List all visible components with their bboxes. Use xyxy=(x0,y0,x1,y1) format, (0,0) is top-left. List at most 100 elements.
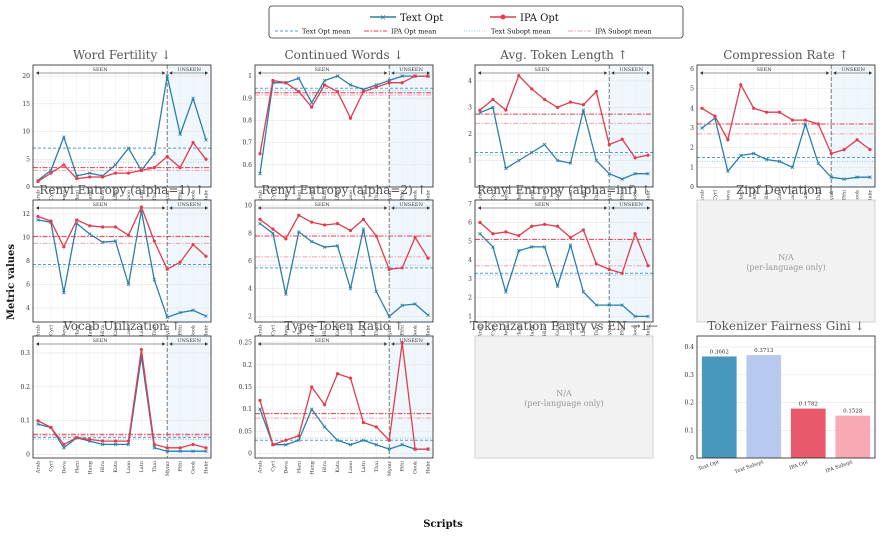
point-ipa-opt xyxy=(297,90,301,94)
seen-arrow-head-left xyxy=(36,206,39,210)
x-tick-label: IPA Subopt xyxy=(825,459,854,474)
y-tick-label: 0.7 xyxy=(242,140,252,147)
point-ipa-opt xyxy=(297,213,301,217)
marker-stroke xyxy=(191,449,195,454)
point-ipa-opt xyxy=(36,214,40,219)
marker-stroke xyxy=(335,243,340,248)
point-text-opt xyxy=(271,231,275,236)
point-ipa-opt xyxy=(75,436,79,440)
point-text-opt xyxy=(529,150,534,155)
axes-frame xyxy=(474,199,654,323)
marker-stroke xyxy=(400,442,404,447)
x-tick-label: Hani xyxy=(296,461,302,474)
point-text-opt xyxy=(842,177,846,181)
y-tick-label: 6 xyxy=(26,281,30,288)
marker-stroke xyxy=(152,446,157,450)
marker-stroke xyxy=(816,161,821,166)
point-ipa-opt xyxy=(178,165,182,170)
y-tick-label: 0.9 xyxy=(242,95,252,102)
axes-frame xyxy=(32,64,212,188)
unseen-arrow-head-right xyxy=(427,206,430,210)
point-ipa-opt xyxy=(258,217,262,222)
x-tick-label: Cyrl xyxy=(491,325,497,336)
series-line-ipa-opt xyxy=(37,141,207,183)
x-tick-label: Ethi xyxy=(178,190,184,201)
marker-stroke xyxy=(700,126,704,130)
point-text-opt xyxy=(165,315,170,320)
x-tick-label: Geok xyxy=(633,189,639,203)
x-tick-label: Cyrl xyxy=(49,325,55,336)
unseen-arrow-head-right xyxy=(869,71,872,75)
panel-title: Zipf Deviation ↓ xyxy=(736,183,836,197)
x-tick-label: Thai xyxy=(594,325,600,337)
point-text-opt xyxy=(790,165,795,170)
placeholder-box xyxy=(474,335,654,459)
point-text-opt xyxy=(504,290,508,294)
seen-label: SEEN xyxy=(757,67,773,73)
seen-arrow-head-right xyxy=(162,71,166,75)
x-tick-label: Thai xyxy=(152,325,158,337)
point-text-opt xyxy=(87,171,92,175)
point-ipa-opt xyxy=(607,142,611,147)
marker-stroke xyxy=(478,110,482,115)
point-ipa-opt xyxy=(491,97,495,102)
marker-stroke xyxy=(126,442,131,447)
point-ipa-opt xyxy=(348,228,353,233)
point-text-opt xyxy=(607,171,612,176)
bar-ipa-opt xyxy=(790,408,826,458)
point-text-opt xyxy=(36,422,40,426)
point-text-opt xyxy=(400,303,404,308)
y-tick-label: 4 xyxy=(690,105,694,112)
point-text-opt xyxy=(348,442,353,447)
bar-ipa-subopt xyxy=(835,415,871,458)
point-ipa-opt xyxy=(555,224,560,228)
marker-stroke xyxy=(491,105,495,110)
x-tick-label: Hani xyxy=(738,190,744,203)
marker-stroke xyxy=(284,292,288,297)
y-tick-label: 4 xyxy=(468,257,472,264)
point-ipa-opt xyxy=(113,171,118,175)
point-text-opt xyxy=(204,449,208,454)
point-ipa-opt xyxy=(765,110,769,114)
unseen-label: UNSEEN xyxy=(177,67,201,73)
marker-stroke xyxy=(764,157,769,162)
x-tick-label: Latn xyxy=(803,189,809,201)
point-ipa-opt xyxy=(204,446,208,450)
point-ipa-opt xyxy=(413,74,417,78)
seen-label: SEEN xyxy=(93,202,109,208)
y-tick-label: 0.2 xyxy=(242,362,252,369)
seen-arrow-head-left xyxy=(478,206,481,210)
point-ipa-opt xyxy=(335,221,340,226)
y-tick-label: 0 xyxy=(690,455,694,462)
point-ipa-opt xyxy=(646,153,650,157)
y-tick-label: 8 xyxy=(248,230,252,237)
point-text-opt xyxy=(126,146,131,150)
marker-stroke xyxy=(620,303,624,307)
legend-ipa-opt-label: IPA Opt xyxy=(520,13,559,24)
point-ipa-opt xyxy=(504,108,508,112)
unseen-region xyxy=(389,336,433,458)
point-ipa-opt xyxy=(101,439,105,443)
seen-arrow-head-left xyxy=(258,71,261,75)
marker-stroke xyxy=(504,166,508,171)
point-text-opt xyxy=(178,132,182,137)
point-text-opt xyxy=(542,142,547,147)
marker-stroke xyxy=(868,175,872,179)
x-tick-label: Laoo xyxy=(126,190,132,202)
y-tick-label: 1 xyxy=(690,164,694,171)
point-ipa-opt xyxy=(713,114,717,118)
axes-frame xyxy=(696,64,876,188)
placeholder-box xyxy=(696,199,876,323)
point-ipa-opt xyxy=(568,100,573,104)
x-tick-label: Hebr xyxy=(426,189,432,203)
point-text-opt xyxy=(855,175,859,179)
point-ipa-opt xyxy=(310,220,314,224)
y-tick-label: 0.2 xyxy=(20,384,30,391)
marker-stroke xyxy=(322,425,327,429)
x-tick-label: Thai xyxy=(152,461,158,473)
point-ipa-opt xyxy=(361,217,365,222)
x-tick-label: Ethi xyxy=(620,325,626,336)
point-ipa-opt xyxy=(726,138,730,142)
point-text-opt xyxy=(764,157,769,162)
marker-stroke xyxy=(309,407,314,411)
